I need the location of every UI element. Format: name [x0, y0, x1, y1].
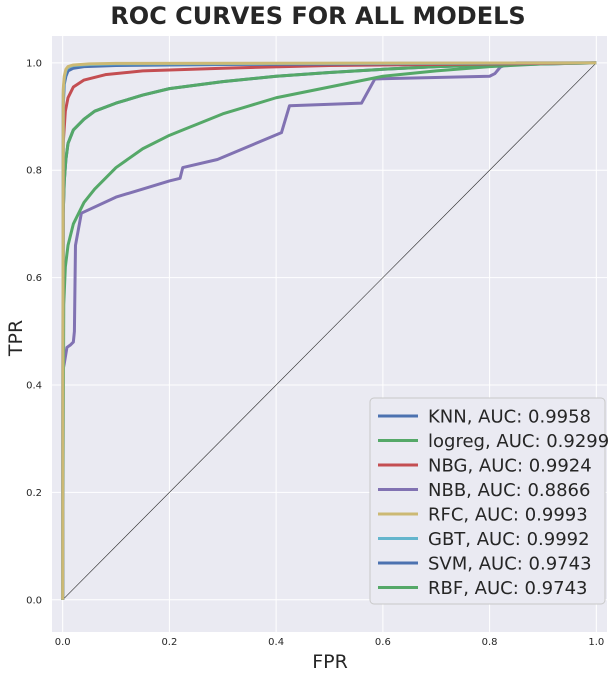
legend-label: RFC, AUC: 0.9993: [428, 505, 588, 526]
series-line-3: [61, 61, 597, 600]
legend-box: [369, 397, 606, 605]
x-tick-label: 0.8: [482, 637, 498, 648]
x-axis-label: FPR: [312, 651, 348, 673]
legend-label: NBG, AUC: 0.9924: [428, 456, 592, 477]
legend-label: NBB, AUC: 0.8866: [428, 480, 590, 501]
legend: KNN, AUC: 0.9958 logreg, AUC: 0.9299 NBG, …: [369, 397, 609, 605]
y-axis-label: TPR: [5, 320, 27, 357]
series-line-7: [61, 61, 597, 600]
series-lines: [61, 61, 597, 600]
legend-label: logreg, AUC: 0.9299: [428, 431, 609, 452]
diagonal-reference-line: [62, 62, 597, 600]
y-tick-label: 0.8: [26, 166, 42, 177]
x-tick-label: 0.4: [268, 637, 284, 648]
y-tick-label: 0.0: [26, 595, 42, 606]
series-line-4: [61, 61, 597, 600]
y-tick-label: 0.2: [26, 488, 42, 499]
chart-title: ROC CURVES FOR ALL MODELS: [110, 2, 525, 30]
x-tick-label: 0.0: [55, 637, 71, 648]
y-tick-label: 0.4: [26, 381, 42, 392]
x-tick-label: 1.0: [588, 637, 604, 648]
x-tick-label: 0.2: [161, 637, 177, 648]
y-tick-label: 0.6: [26, 273, 42, 284]
legend-label: GBT, AUC: 0.9992: [428, 529, 590, 550]
legend-label: SVM, AUC: 0.9743: [428, 554, 592, 575]
x-tick-label: 0.6: [375, 637, 391, 648]
legend-label: RBF, AUC: 0.9743: [428, 578, 587, 599]
tick-labels: 0.0 0.2 0.4 0.6 0.8 1.0 0.0 0.2 0.4 0.6 0.8 1.0: [26, 58, 604, 648]
legend-label: KNN, AUC: 0.9958: [428, 407, 591, 428]
y-tick-label: 1.0: [26, 58, 42, 69]
series-line-1: [61, 61, 597, 600]
